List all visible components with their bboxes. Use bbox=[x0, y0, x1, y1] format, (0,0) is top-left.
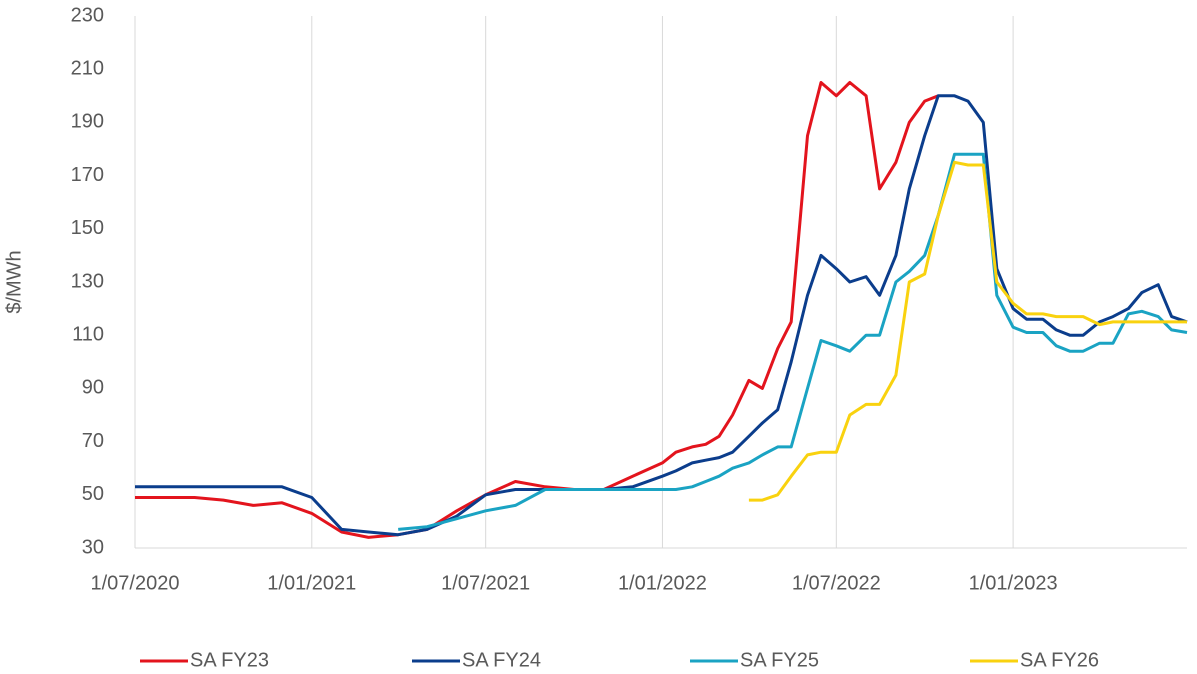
y-tick-label: 190 bbox=[71, 111, 104, 133]
series-line bbox=[135, 81, 939, 539]
legend-label: SA FY26 bbox=[1020, 649, 1099, 671]
legend-label: SA FY24 bbox=[462, 649, 541, 671]
x-tick-label: 1/07/2020 bbox=[91, 572, 180, 594]
y-tick-label: 150 bbox=[71, 217, 104, 239]
y-tick-label: 110 bbox=[72, 323, 104, 345]
x-tick-label: 1/07/2022 bbox=[792, 572, 881, 594]
y-tick-label: 50 bbox=[82, 483, 104, 505]
y-tick-label: 210 bbox=[71, 57, 104, 79]
y-tick-label: 170 bbox=[71, 164, 104, 186]
x-tick-label: 1/01/2023 bbox=[969, 572, 1058, 594]
x-tick-label: 1/01/2022 bbox=[618, 572, 707, 594]
legend-label: SA FY23 bbox=[190, 649, 269, 671]
x-tick-label: 1/07/2021 bbox=[441, 572, 530, 594]
y-tick-label: 230 bbox=[71, 4, 104, 26]
y-tick-label: 30 bbox=[82, 536, 104, 558]
y-tick-label: 130 bbox=[71, 270, 104, 292]
y-tick-label: 90 bbox=[82, 377, 104, 399]
x-tick-label: 1/01/2021 bbox=[267, 572, 356, 594]
y-axis-label: $/MWh bbox=[3, 250, 25, 313]
series-line bbox=[135, 94, 1188, 537]
legend-label: SA FY25 bbox=[740, 649, 819, 671]
y-tick-label: 70 bbox=[82, 430, 104, 452]
series-line bbox=[748, 160, 1187, 502]
series-line bbox=[398, 152, 1188, 531]
